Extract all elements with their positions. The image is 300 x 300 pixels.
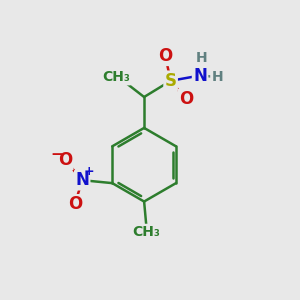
Text: H: H (211, 70, 223, 84)
Text: O: O (158, 47, 172, 65)
Text: N: N (75, 171, 89, 189)
Text: O: O (58, 151, 72, 169)
Text: CH₃: CH₃ (102, 70, 130, 84)
Text: N: N (193, 67, 207, 85)
Text: S: S (165, 72, 177, 90)
Text: O: O (179, 90, 193, 108)
Text: −: − (50, 147, 63, 162)
Text: H: H (196, 51, 207, 65)
Text: +: + (83, 165, 94, 178)
Text: O: O (68, 195, 82, 213)
Text: CH₃: CH₃ (133, 225, 160, 239)
